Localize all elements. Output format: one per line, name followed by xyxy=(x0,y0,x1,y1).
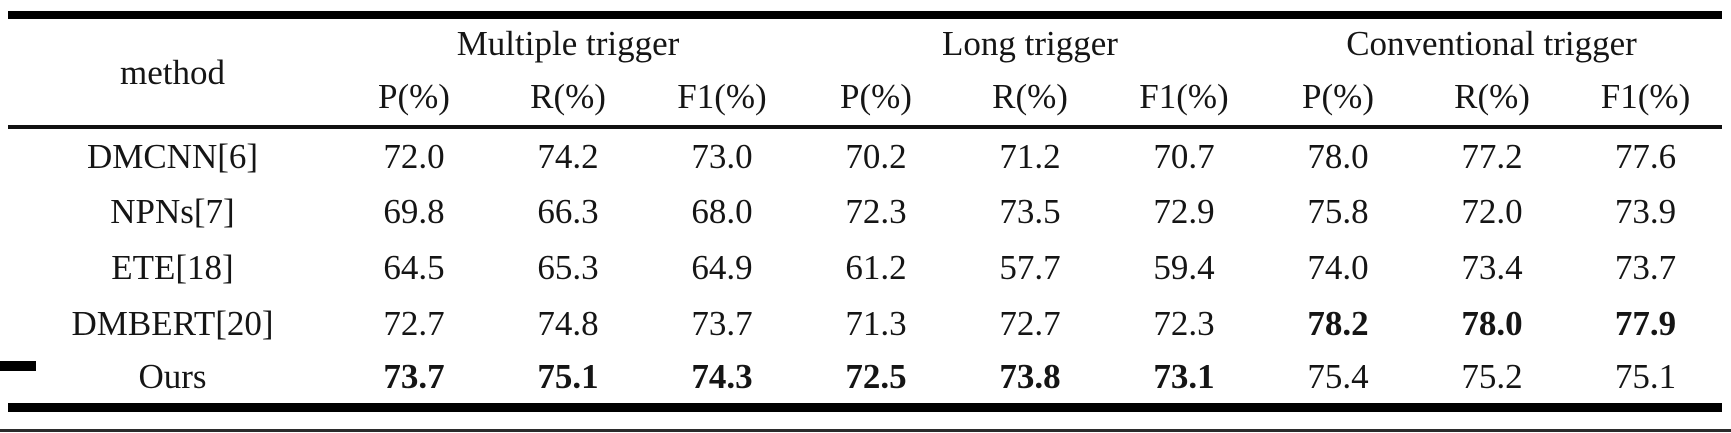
value-cell: 70.7 xyxy=(1153,136,1215,176)
value-cell: 72.5 xyxy=(845,357,907,397)
value-cell: 75.1 xyxy=(1614,357,1677,397)
method-cell: Ours xyxy=(138,357,207,397)
group-header-multiple-trigger: Multiple trigger xyxy=(456,23,680,63)
value-cell: 69.8 xyxy=(383,191,445,231)
left-margin-artifact xyxy=(0,361,36,371)
value-cell: 78.0 xyxy=(1461,303,1523,343)
table-row-dmcnn: DMCNN[6] 72.0 74.2 73.0 70.2 71.2 70.7 7… xyxy=(8,127,1722,183)
value-cell: 72.0 xyxy=(1461,191,1523,231)
value-cell: 78.2 xyxy=(1307,303,1369,343)
group-header-long-trigger: Long trigger xyxy=(942,23,1118,63)
group-header-conventional-trigger: Conventional trigger xyxy=(1346,23,1637,63)
value-cell: 57.7 xyxy=(999,247,1061,287)
value-cell: 66.3 xyxy=(537,191,599,231)
metric-header-row: P(%) R(%) F1(%) P(%) R(%) F1(%) P(%) R(%… xyxy=(8,67,1723,129)
value-cell: 77.2 xyxy=(1461,136,1523,176)
value-cell: 72.7 xyxy=(383,303,445,343)
value-cell: 65.3 xyxy=(537,247,599,287)
method-cell: DMCNN[6] xyxy=(86,136,259,176)
value-cell: 73.4 xyxy=(1461,247,1523,287)
value-cell: 73.7 xyxy=(383,357,445,397)
metric-header-f1: F1(%) xyxy=(1569,67,1723,129)
value-cell: 73.0 xyxy=(691,136,753,176)
value-cell: 61.2 xyxy=(845,247,907,287)
value-cell: 72.7 xyxy=(999,303,1061,343)
metric-header-r: R(%) xyxy=(491,67,645,129)
value-cell: 75.1 xyxy=(537,357,599,397)
value-cell: 71.2 xyxy=(999,136,1061,176)
value-cell: 74.3 xyxy=(691,357,753,397)
value-cell: 64.9 xyxy=(691,247,753,287)
group-header-row: method Multiple trigger Long trigger Con… xyxy=(8,15,1722,129)
value-cell: 70.2 xyxy=(845,136,907,176)
value-cell: 64.5 xyxy=(383,247,445,287)
value-cell: 74.0 xyxy=(1307,247,1369,287)
method-cell: ETE[18] xyxy=(111,247,234,287)
metric-header-f1: F1(%) xyxy=(1107,67,1262,129)
metric-header-r: R(%) xyxy=(953,67,1107,129)
metric-header-r: R(%) xyxy=(1415,67,1570,129)
value-cell: 77.9 xyxy=(1614,303,1677,343)
method-cell: NPNs[7] xyxy=(110,191,235,231)
value-cell: 73.7 xyxy=(1614,247,1677,287)
value-cell: 74.8 xyxy=(537,303,599,343)
metric-header-p: P(%) xyxy=(1261,67,1416,129)
metric-header-p: P(%) xyxy=(799,67,953,129)
table-row-npns: NPNs[7] 69.8 66.3 68.0 72.3 73.5 72.9 75… xyxy=(8,183,1722,239)
value-cell: 75.8 xyxy=(1307,191,1369,231)
value-cell: 75.4 xyxy=(1307,357,1369,397)
table-row-ete: ETE[18] 64.5 65.3 64.9 61.2 57.7 59.4 74… xyxy=(8,239,1722,295)
method-column-header: method xyxy=(8,15,337,129)
value-cell: 77.6 xyxy=(1614,136,1677,176)
value-cell: 59.4 xyxy=(1153,247,1215,287)
value-cell: 73.5 xyxy=(999,191,1061,231)
value-cell: 72.3 xyxy=(845,191,907,231)
page-rule-line xyxy=(0,429,1731,432)
value-cell: 78.0 xyxy=(1307,136,1369,176)
value-cell: 74.2 xyxy=(537,136,599,176)
metric-header-p: P(%) xyxy=(337,67,491,129)
value-cell: 72.9 xyxy=(1153,191,1215,231)
value-cell: 71.3 xyxy=(845,303,907,343)
value-cell: 72.0 xyxy=(383,136,445,176)
value-cell: 73.7 xyxy=(691,303,753,343)
value-cell: 68.0 xyxy=(691,191,753,231)
method-cell: DMBERT[20] xyxy=(71,303,274,343)
value-cell: 73.8 xyxy=(999,357,1061,397)
results-table: method Multiple trigger Long trigger Con… xyxy=(8,11,1723,412)
metric-header-f1: F1(%) xyxy=(645,67,799,129)
value-cell: 72.3 xyxy=(1153,303,1215,343)
table-row-dmbert: DMBERT[20] 72.7 74.8 73.7 71.3 72.7 72.3… xyxy=(8,295,1722,351)
value-cell: 73.9 xyxy=(1614,191,1677,231)
value-cell: 73.1 xyxy=(1153,357,1215,397)
table-row-ours: Ours 73.7 75.1 74.3 72.5 73.8 73.1 75.4 … xyxy=(8,351,1722,407)
value-cell: 75.2 xyxy=(1461,357,1523,397)
